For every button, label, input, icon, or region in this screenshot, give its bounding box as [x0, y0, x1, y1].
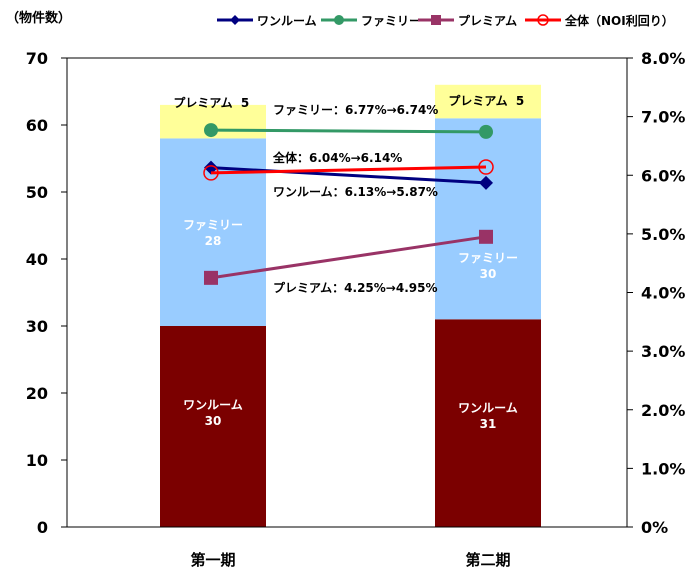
y-left-unit-label: （物件数）: [6, 10, 71, 26]
y-right-tick-label: 6.0%: [641, 166, 685, 185]
data-point: [204, 123, 218, 138]
bar-value-label: 31: [480, 417, 497, 431]
data-point: [479, 124, 493, 139]
y-right-tick-label: 3.0%: [641, 342, 685, 361]
bar-value-label: 30: [205, 414, 222, 428]
y-left-tick-label: 0: [37, 518, 48, 537]
y-right-tick-label: 2.0%: [641, 401, 685, 420]
data-point: [334, 15, 344, 25]
bar-label: プレミアム: [448, 93, 507, 108]
series-line: [210, 235, 487, 280]
bar-segment: [435, 84, 541, 119]
annotation: プレミアム：4.25%→4.95%: [273, 280, 437, 295]
bar-value-label: 5: [241, 96, 249, 110]
bar-segment: [435, 319, 541, 527]
annotation: 全体：6.04%→6.14%: [272, 150, 402, 165]
annotation: ワンルーム：6.13%→5.87%: [273, 185, 438, 199]
data-point: [479, 175, 493, 190]
legend-label: 全体（NOI利回り）: [564, 13, 674, 28]
data-point: [537, 14, 549, 26]
bar-label: ワンルーム: [183, 398, 243, 412]
annotations: ファミリー：6.77%→6.74% 全体：6.04%→6.14% ワンルーム：6.1…: [272, 103, 438, 295]
y-left-tick-label: 50: [26, 183, 48, 202]
data-point: [479, 229, 493, 244]
axes: 第一期 第二期 0 10 20 30 40 50 60 70 0% 1.0% 2.0% 3.0% 4.0% 5…: [26, 49, 686, 569]
annotation: ファミリー：6.77%→6.74%: [273, 103, 438, 117]
y-right-tick-label: 4.0%: [641, 284, 685, 303]
y-right-tick-label: 8.0%: [641, 49, 685, 68]
y-left-tick-label: 30: [26, 317, 48, 336]
data-point: [204, 270, 218, 285]
data-point: [204, 160, 218, 175]
bar-label: ワンルーム: [458, 401, 518, 415]
bar-label: ファミリー: [458, 251, 518, 265]
y-left-tick-label: 40: [26, 250, 48, 269]
legend: ワンルーム ファミリー プレミアム 全体（NOI利回り）: [217, 13, 674, 28]
data-point: [431, 15, 441, 25]
y-right-tick-label: 0%: [641, 518, 668, 537]
legend-label: ファミリー: [361, 14, 421, 28]
series-line: [210, 128, 487, 134]
bar-value-label: 28: [205, 234, 222, 248]
lines: [203, 123, 494, 285]
legend-label: ワンルーム: [257, 14, 317, 28]
bar-segment: [435, 118, 541, 320]
data-point: [203, 165, 219, 181]
y-left-tick-label: 60: [26, 116, 48, 135]
data-point: [230, 15, 240, 25]
bar-label: プレミアム: [173, 95, 232, 110]
series-line: [210, 165, 487, 175]
y-right-tick-label: 5.0%: [641, 225, 685, 244]
y-right-tick-label: 1.0%: [641, 459, 685, 478]
x-tick-label: 第二期: [465, 551, 510, 569]
y-left-tick-label: 20: [26, 384, 48, 403]
data-point: [478, 159, 494, 175]
bar-value-label: 30: [480, 267, 497, 281]
y-left-tick-label: 10: [26, 451, 48, 470]
y-left-tick-label: 70: [26, 49, 48, 68]
y-right-tick-label: 7.0%: [641, 108, 685, 127]
legend-label: プレミアム: [458, 13, 517, 28]
series-line: [210, 166, 487, 185]
bar-value-label: 5: [516, 94, 524, 108]
x-tick-label: 第一期: [190, 551, 235, 569]
bar-label: ファミリー: [183, 218, 243, 232]
bar-segment: [160, 326, 266, 527]
